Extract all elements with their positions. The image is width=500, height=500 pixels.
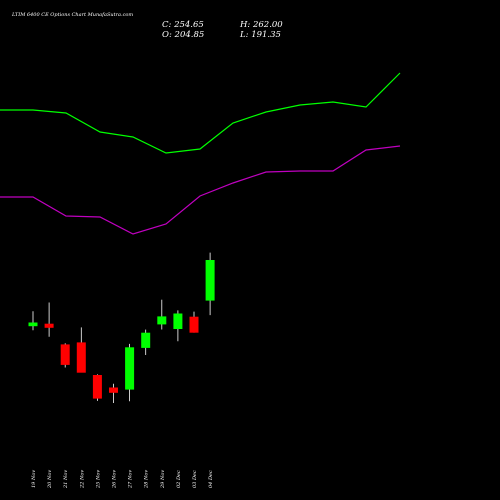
date-label: 22 Nov	[79, 470, 85, 489]
date-labels: 19 Nov 20 Nov 21 Nov 22 Nov 25 Nov 26 Nov 27 N…	[31, 470, 214, 489]
date-label: 20 Nov	[47, 470, 53, 489]
candle-body	[92, 375, 102, 399]
date-label: 25 Nov	[95, 470, 101, 489]
date-label: 26 Nov	[112, 470, 118, 489]
candle-body	[125, 347, 135, 390]
candle-body	[189, 316, 199, 333]
green-line	[0, 72, 401, 154]
date-label: 27 Nov	[128, 470, 134, 489]
candle-body	[44, 323, 54, 328]
date-label: 03 Dec	[192, 470, 198, 488]
open-label: O: 204.85	[162, 30, 204, 40]
candles	[28, 252, 215, 403]
close-label: C: 254.65	[162, 20, 204, 30]
date-label: 04 Dec	[208, 470, 214, 488]
date-label: 19 Nov	[31, 470, 37, 488]
magenta-line	[0, 145, 401, 235]
candle-body	[109, 387, 118, 393]
date-label: 28 Nov	[144, 470, 150, 489]
chart-title: LTIM 6400 CE Options Chart MunafaSutra.c…	[11, 12, 133, 18]
candle-body	[141, 332, 151, 348]
date-label: 21 Nov	[63, 470, 69, 489]
candle-body	[76, 342, 86, 373]
low-label: L: 191.35	[239, 30, 281, 40]
date-label: 02 Dec	[176, 470, 182, 488]
candle-body	[205, 260, 215, 301]
candle-body	[173, 313, 183, 329]
date-label: 29 Nov	[160, 470, 166, 489]
indicator-lines	[0, 72, 401, 235]
candle-body	[28, 322, 38, 327]
candle-body	[157, 316, 167, 325]
high-label: H: 262.00	[239, 20, 283, 30]
candle-body	[60, 344, 70, 365]
